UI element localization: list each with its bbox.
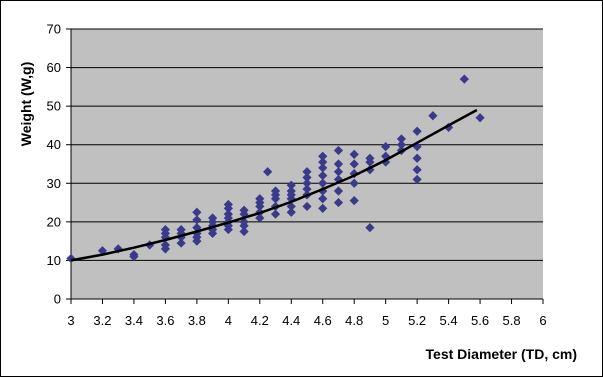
- x-tick-label: 5.4: [440, 313, 458, 328]
- data-point: [302, 178, 312, 188]
- data-point: [239, 205, 249, 215]
- x-tick-label: 5.6: [471, 313, 489, 328]
- plot-area: [71, 29, 543, 299]
- x-tick-label: 3.4: [125, 313, 143, 328]
- x-tick-label: 5.8: [502, 313, 520, 328]
- data-point: [318, 194, 328, 204]
- data-point: [396, 134, 406, 144]
- y-tick-label: 50: [47, 99, 61, 114]
- data-point: [349, 159, 359, 169]
- data-point: [176, 224, 186, 235]
- data-point: [129, 251, 139, 262]
- data-point: [270, 209, 281, 219]
- data-point: [192, 207, 202, 217]
- data-point: [412, 165, 422, 175]
- x-tick-label: 4: [225, 313, 232, 328]
- data-point: [176, 238, 186, 248]
- x-tick-label: 3.8: [188, 313, 206, 328]
- data-point: [208, 213, 218, 223]
- data-point: [475, 113, 485, 123]
- data-point: [412, 142, 422, 152]
- data-point: [333, 159, 344, 169]
- data-point: [396, 140, 406, 150]
- data-point: [160, 224, 170, 235]
- data-point: [286, 207, 296, 217]
- data-point: [365, 153, 375, 163]
- data-point: [381, 142, 391, 152]
- y-tick-label: 40: [47, 137, 61, 152]
- data-point: [263, 167, 273, 177]
- y-tick-label: 20: [47, 214, 61, 229]
- x-tick-label: 4.8: [345, 313, 363, 328]
- y-tick-label: 60: [47, 60, 61, 75]
- x-tick-label: 5: [382, 313, 389, 328]
- x-tick-label: 4.6: [314, 313, 332, 328]
- trendline: [70, 108, 478, 262]
- data-point: [444, 122, 454, 132]
- data-point: [302, 184, 312, 194]
- data-point: [333, 186, 344, 196]
- x-tick-label: 6: [539, 313, 546, 328]
- data-point: [412, 153, 422, 163]
- x-tick-label: 4.2: [251, 313, 269, 328]
- data-point: [333, 167, 344, 177]
- data-point: [318, 170, 328, 181]
- data-point: [318, 203, 328, 213]
- y-tick-labels: 0 10 20 30 40 50 60 70: [47, 22, 61, 307]
- y-tick-label: 30: [47, 176, 61, 191]
- data-point: [302, 167, 312, 177]
- trendline-layer: [70, 108, 478, 262]
- data-point: [255, 213, 265, 223]
- x-tick-label: 3.2: [93, 313, 111, 328]
- data-points: [66, 74, 485, 264]
- gridlines: [71, 28, 543, 261]
- data-point: [286, 186, 296, 196]
- data-point: [223, 199, 233, 210]
- data-point: [302, 201, 312, 212]
- data-point: [365, 165, 375, 175]
- data-point: [318, 163, 328, 173]
- data-point: [349, 196, 359, 206]
- data-point: [270, 186, 281, 196]
- x-tick-label: 3: [67, 313, 74, 328]
- x-tick-label: 4.4: [282, 313, 300, 328]
- data-point: [412, 126, 422, 136]
- x-axis-title: Test Diameter (TD, cm): [426, 346, 577, 362]
- x-tick-label: 3.6: [156, 313, 174, 328]
- x-tick-label: 5.2: [408, 313, 426, 328]
- data-point: [239, 226, 249, 237]
- data-point: [381, 151, 391, 161]
- data-point: [302, 172, 312, 183]
- y-tick-label: 0: [54, 292, 61, 307]
- x-tick-labels: 3 3.2 3.4 3.6 3.8 4 4.2 4.4 4.6 4.8 5 5.2 5.4 5.6 5.8 6: [67, 313, 546, 328]
- data-point: [333, 145, 344, 156]
- data-point: [428, 111, 438, 121]
- data-point: [349, 149, 359, 159]
- data-point: [318, 157, 328, 167]
- y-tick-label: 70: [47, 22, 61, 37]
- data-point: [255, 194, 265, 204]
- data-point: [349, 178, 359, 188]
- data-point: [160, 240, 170, 250]
- data-point: [381, 157, 391, 167]
- data-point: [318, 178, 328, 188]
- data-point: [318, 151, 328, 161]
- y-axis-title: Weight (W,g): [18, 62, 34, 147]
- data-point: [365, 223, 375, 233]
- data-point: [412, 174, 422, 185]
- y-tick-label: 10: [47, 253, 61, 268]
- data-point: [223, 209, 233, 219]
- data-point: [333, 197, 344, 208]
- data-point: [192, 215, 202, 225]
- data-point: [286, 201, 296, 212]
- data-point: [286, 180, 296, 190]
- data-point: [459, 74, 469, 84]
- data-point: [349, 169, 359, 179]
